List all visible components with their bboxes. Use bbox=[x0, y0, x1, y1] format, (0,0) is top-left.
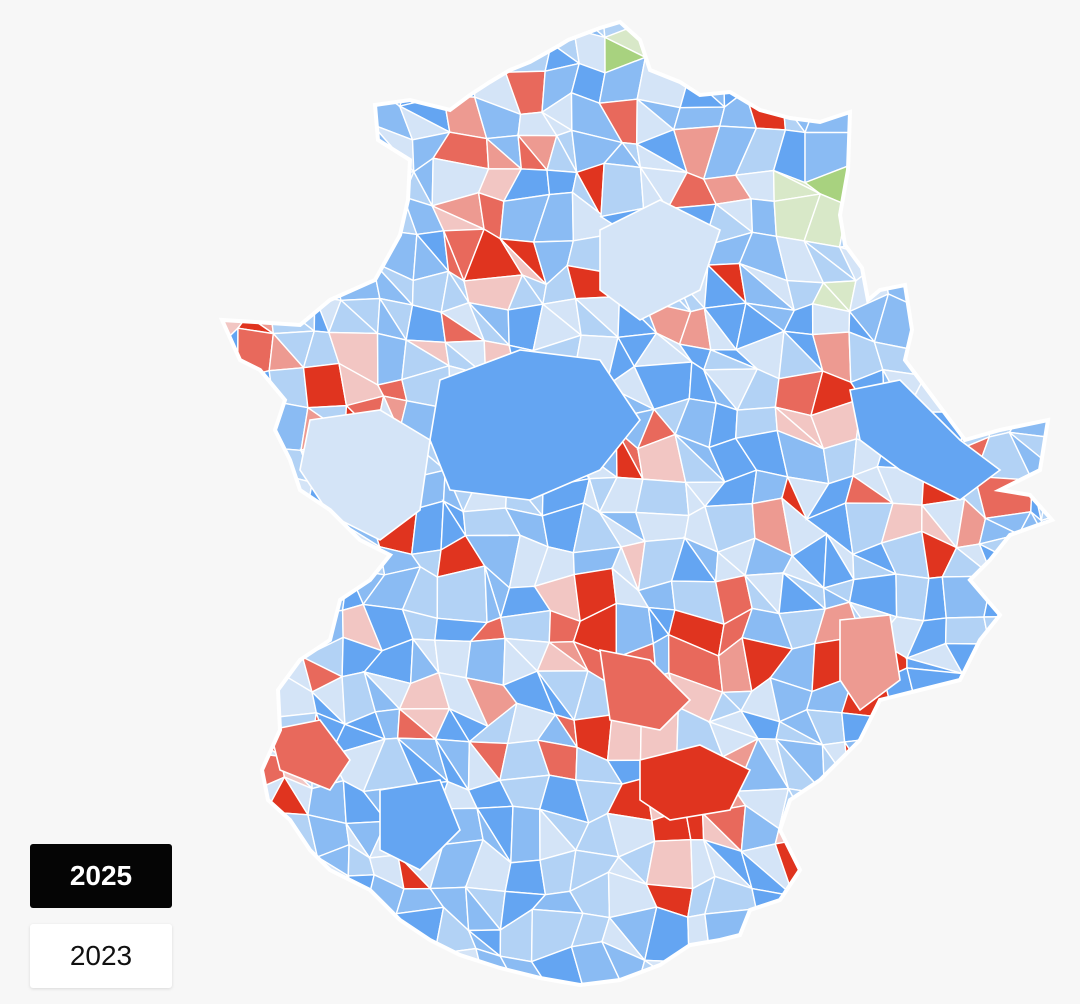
municipality[interactable] bbox=[634, 511, 690, 543]
municipality[interactable] bbox=[269, 719, 351, 791]
municipality[interactable] bbox=[379, 779, 461, 871]
year-toggle: 2025 2023 bbox=[30, 844, 172, 988]
municipality[interactable] bbox=[510, 805, 541, 864]
municipality[interactable] bbox=[299, 409, 431, 541]
municipality[interactable] bbox=[634, 478, 690, 517]
year-2023-button[interactable]: 2023 bbox=[30, 924, 172, 988]
municipality[interactable] bbox=[465, 637, 506, 687]
municipality[interactable] bbox=[750, 198, 778, 238]
year-2025-button[interactable]: 2025 bbox=[30, 844, 172, 908]
municipality[interactable] bbox=[504, 859, 547, 896]
municipality[interactable] bbox=[600, 162, 645, 218]
municipality[interactable] bbox=[434, 639, 472, 679]
municipality[interactable] bbox=[849, 379, 1002, 501]
municipality[interactable] bbox=[599, 199, 721, 321]
municipality[interactable] bbox=[645, 838, 694, 890]
municipality[interactable] bbox=[839, 614, 901, 712]
municipality[interactable] bbox=[639, 744, 752, 821]
municipality[interactable] bbox=[429, 349, 641, 501]
municipality[interactable] bbox=[599, 648, 692, 731]
